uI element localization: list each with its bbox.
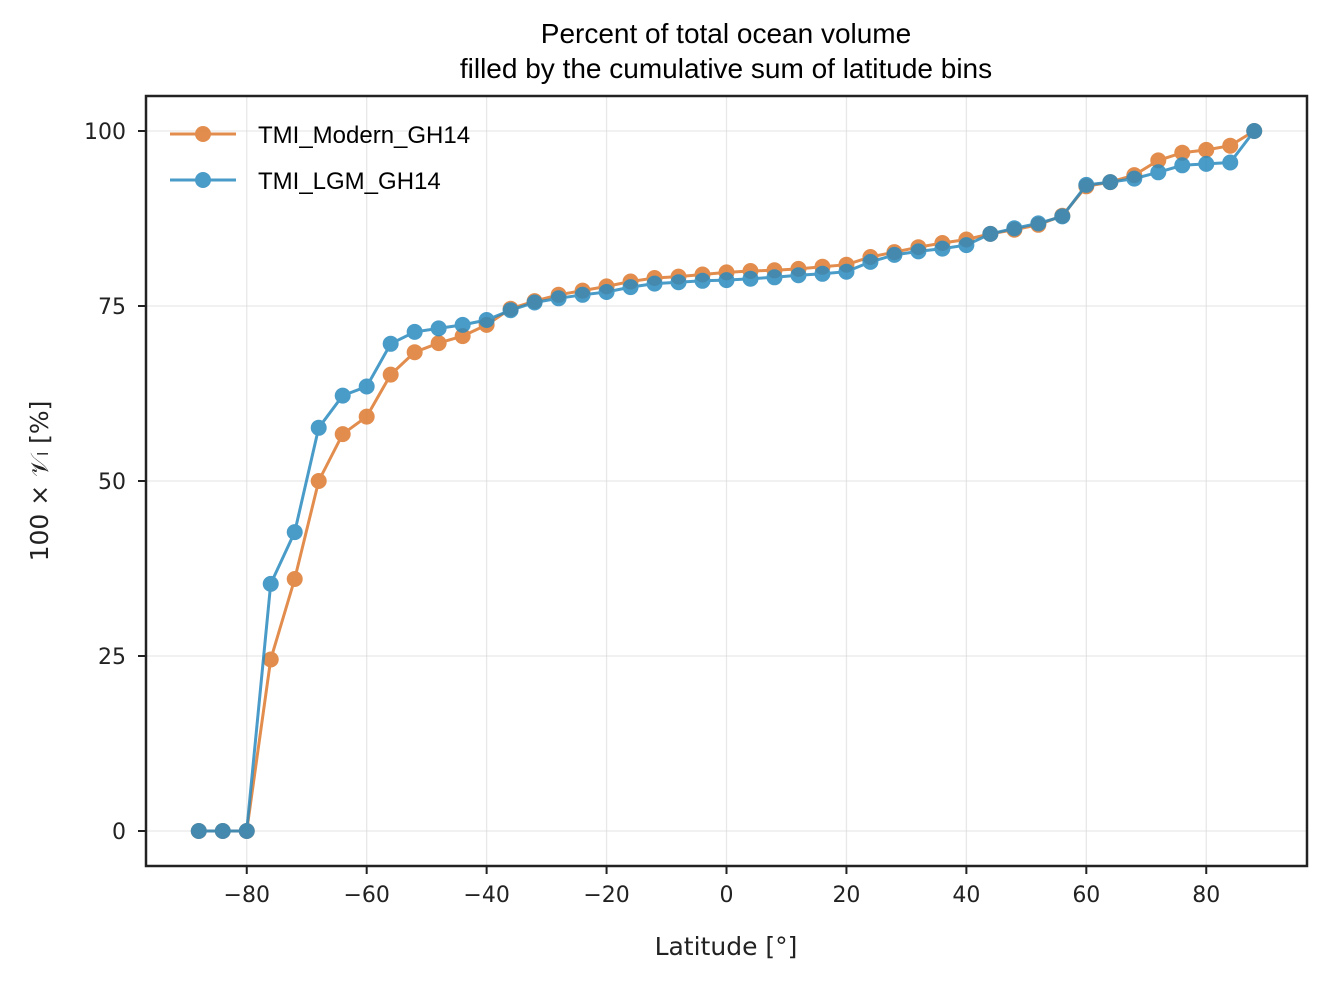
- data-point: [406, 323, 423, 340]
- legend-entry: [170, 172, 236, 188]
- data-point: [1102, 174, 1119, 191]
- data-point: [238, 823, 255, 839]
- data-point: [1222, 154, 1239, 171]
- data-point: [214, 823, 231, 839]
- data-point: [910, 243, 927, 260]
- data-point: [1126, 170, 1143, 187]
- series-layer: [190, 123, 1263, 839]
- data-point: [358, 378, 375, 395]
- data-point: [382, 335, 399, 352]
- data-point: [334, 387, 351, 404]
- data-point: [1174, 157, 1191, 174]
- data-point: [310, 419, 327, 436]
- data-point: [430, 320, 447, 337]
- y-tick-label: 100: [84, 120, 126, 145]
- data-point: [886, 246, 903, 263]
- chart-title-line2: filled by the cumulative sum of latitude…: [460, 53, 992, 84]
- y-axis: 0 25 50 75 100: [84, 120, 146, 845]
- data-point: [454, 316, 471, 333]
- data-point: [766, 269, 783, 286]
- data-point: [622, 279, 639, 296]
- legend-marker: [195, 172, 211, 188]
- data-point: [358, 408, 375, 425]
- x-tick-label: −20: [583, 883, 629, 908]
- data-point: [430, 335, 447, 352]
- data-point: [190, 823, 207, 839]
- x-tick-label: 20: [832, 883, 860, 908]
- legend: TMI_Modern_GH14 TMI_LGM_GH14: [170, 122, 470, 195]
- y-tick-label: 25: [98, 645, 126, 670]
- legend-label: TMI_Modern_GH14: [258, 122, 470, 149]
- legend-label: TMI_LGM_GH14: [258, 168, 441, 195]
- chart-title-line1: Percent of total ocean volume: [541, 18, 911, 49]
- y-tick-label: 75: [98, 295, 126, 320]
- y-tick-label: 50: [98, 470, 126, 495]
- series-1: [190, 123, 1263, 839]
- y-axis-label: 100 × 𝒱ₗ [%]: [25, 401, 54, 562]
- x-axis: −80 −60 −40 −20 0 20 40 60 80: [224, 866, 1220, 908]
- data-point: [1246, 123, 1263, 139]
- data-point: [1198, 141, 1215, 158]
- x-tick-label: −80: [224, 883, 270, 908]
- data-point: [814, 265, 831, 282]
- data-point: [478, 312, 495, 328]
- data-point: [382, 366, 399, 383]
- data-point: [790, 267, 807, 284]
- data-point: [502, 302, 519, 319]
- x-tick-label: −40: [463, 883, 509, 908]
- data-point: [1030, 215, 1047, 232]
- data-point: [454, 328, 471, 345]
- x-tick-label: 0: [720, 883, 734, 908]
- data-point: [310, 473, 327, 489]
- data-point: [1150, 164, 1167, 181]
- data-point: [982, 225, 999, 242]
- data-point: [862, 253, 879, 270]
- data-point: [1198, 155, 1215, 172]
- data-point: [694, 272, 711, 289]
- data-point: [574, 286, 591, 303]
- x-tick-label: −60: [343, 883, 389, 908]
- data-point: [262, 651, 279, 668]
- data-point: [1222, 137, 1239, 154]
- data-point: [838, 263, 855, 280]
- data-point: [1150, 152, 1167, 169]
- data-point: [670, 274, 687, 291]
- data-point: [718, 272, 735, 289]
- y-tick-label: 0: [112, 820, 126, 845]
- data-point: [406, 344, 423, 361]
- data-point: [934, 240, 951, 257]
- data-point: [742, 270, 759, 287]
- x-axis-label: Latitude [°]: [655, 932, 798, 961]
- data-point: [526, 294, 543, 311]
- data-point: [286, 571, 303, 587]
- legend-marker: [195, 126, 211, 142]
- data-point: [1006, 220, 1023, 237]
- legend-entry: [170, 126, 236, 142]
- data-point: [262, 575, 279, 592]
- grid: [146, 96, 1307, 866]
- x-tick-label: 80: [1192, 883, 1220, 908]
- data-point: [286, 524, 303, 541]
- data-point: [550, 290, 567, 307]
- data-point: [1174, 144, 1191, 161]
- data-point: [334, 426, 351, 443]
- data-point: [598, 284, 615, 300]
- data-point: [646, 275, 663, 292]
- x-tick-label: 40: [952, 883, 980, 908]
- x-tick-label: 60: [1072, 883, 1100, 908]
- data-point: [958, 237, 975, 254]
- data-point: [1078, 176, 1095, 193]
- data-point: [1054, 208, 1071, 225]
